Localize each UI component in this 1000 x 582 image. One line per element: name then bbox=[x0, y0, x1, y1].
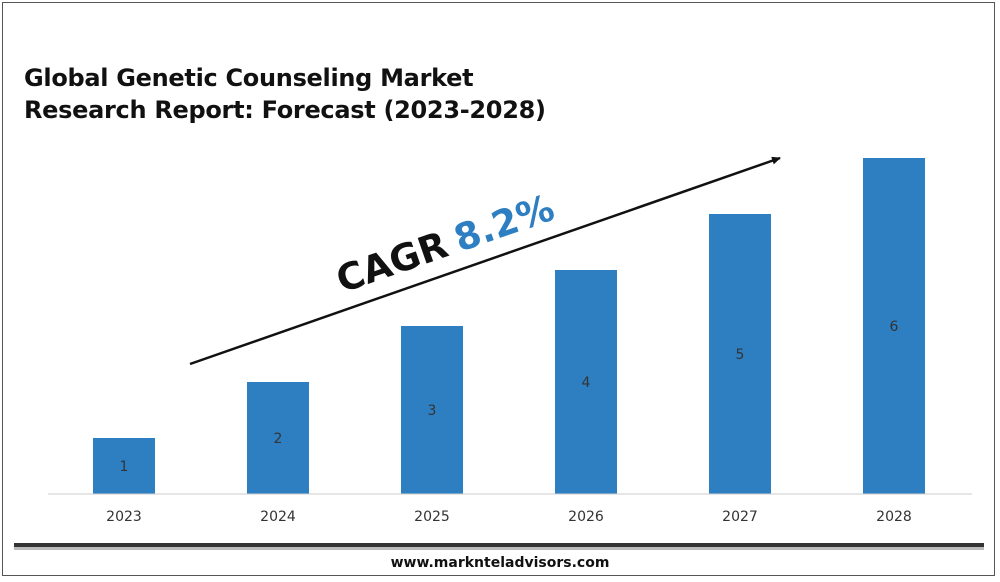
cagr-value: 8.2% bbox=[449, 186, 560, 260]
x-tick-2027: 2027 bbox=[722, 509, 758, 525]
footer-divider-shadow bbox=[14, 547, 984, 550]
footer-url: www.marknteladvisors.com bbox=[390, 555, 610, 571]
bar-2026 bbox=[555, 270, 617, 494]
bar-2024 bbox=[247, 382, 309, 494]
x-tick-2024: 2024 bbox=[260, 509, 296, 525]
x-tick-2023: 2023 bbox=[106, 509, 142, 525]
title-line-2: Research Report: Forecast (2023-2028) bbox=[24, 96, 546, 124]
x-tick-2026: 2026 bbox=[568, 509, 604, 525]
bar-series: 1 2 3 4 5 6 bbox=[93, 158, 925, 494]
growth-arrow bbox=[189, 156, 781, 366]
x-axis-ticks: 2023 2024 2025 2026 2027 2028 bbox=[106, 509, 912, 525]
chart-title: Global Genetic Counseling Market Researc… bbox=[24, 62, 546, 126]
footer-divider bbox=[14, 543, 984, 547]
bar-2028 bbox=[863, 158, 925, 494]
data-label-2027: 5 bbox=[736, 347, 745, 363]
title-line-1: Global Genetic Counseling Market bbox=[24, 64, 474, 92]
bar-2025 bbox=[401, 326, 463, 494]
chart-frame bbox=[2, 2, 995, 576]
cagr-label: CAGR bbox=[331, 223, 453, 301]
data-label-2025: 3 bbox=[428, 403, 437, 419]
bar-2027 bbox=[709, 214, 771, 494]
data-label-2028: 6 bbox=[890, 319, 899, 335]
data-label-2026: 4 bbox=[582, 375, 591, 391]
data-label-2023: 1 bbox=[120, 459, 129, 475]
data-label-2024: 2 bbox=[274, 431, 283, 447]
cagr-annotation: CAGR8.2% bbox=[331, 186, 560, 301]
bar-2023 bbox=[93, 438, 155, 494]
x-tick-2025: 2025 bbox=[414, 509, 450, 525]
x-tick-2028: 2028 bbox=[876, 509, 912, 525]
